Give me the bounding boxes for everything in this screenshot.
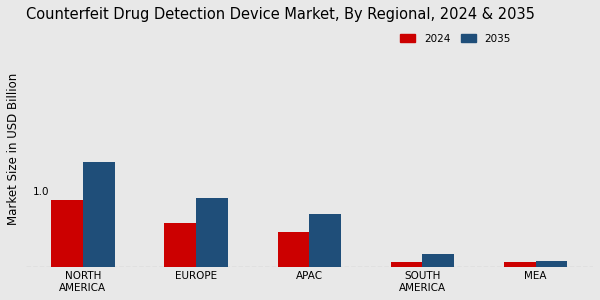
Legend: 2024, 2035: 2024, 2035 bbox=[397, 31, 514, 47]
Bar bbox=[51, 200, 83, 267]
Bar bbox=[278, 232, 309, 267]
Text: Counterfeit Drug Detection Device Market, By Regional, 2024 & 2035: Counterfeit Drug Detection Device Market… bbox=[26, 7, 535, 22]
Bar bbox=[422, 254, 454, 267]
Bar bbox=[196, 198, 228, 267]
Bar bbox=[83, 162, 115, 267]
Bar bbox=[164, 223, 196, 267]
Text: 1.0: 1.0 bbox=[32, 188, 49, 197]
Bar bbox=[391, 262, 422, 267]
Bar bbox=[536, 261, 567, 267]
Bar bbox=[309, 214, 341, 267]
Bar bbox=[504, 262, 536, 267]
Y-axis label: Market Size in USD Billion: Market Size in USD Billion bbox=[7, 73, 20, 225]
